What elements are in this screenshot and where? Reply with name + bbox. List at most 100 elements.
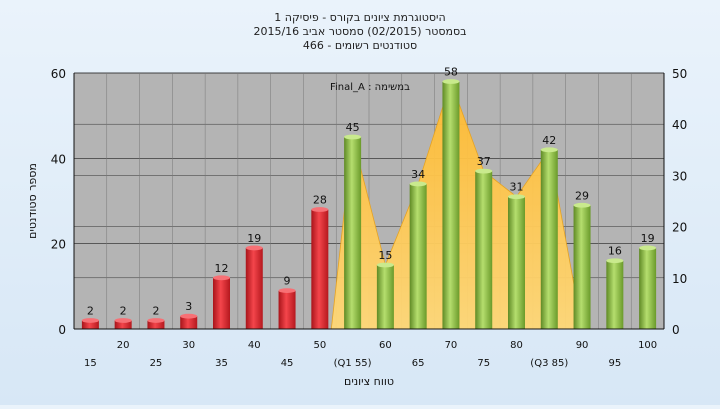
bar-12 <box>475 168 493 329</box>
bar-value-label: 45 <box>346 121 360 134</box>
bar-value-label: 58 <box>444 66 458 79</box>
bar-body <box>147 320 165 329</box>
x-tick-label: 50 <box>313 340 326 351</box>
x-tick-label: 30 <box>182 340 195 351</box>
bar-17 <box>639 245 657 329</box>
bar-body <box>409 183 427 329</box>
bar-value-label: 19 <box>641 232 655 245</box>
bar-top <box>180 313 198 319</box>
y2-tick-label: 20 <box>672 221 687 235</box>
y-tick-label: 40 <box>51 152 66 166</box>
bar-body <box>311 209 329 329</box>
y-tick-label: 0 <box>58 323 66 337</box>
x-tick-label: 80 <box>510 340 523 351</box>
bar-top <box>442 79 460 84</box>
y2-tick-label: 30 <box>672 169 687 183</box>
x-tick-label: 65 <box>412 358 425 369</box>
bar-value-label: 2 <box>120 304 127 317</box>
bar-body <box>278 290 296 329</box>
x-tick-label: 35 <box>215 358 228 369</box>
data-labels: 2 2 2 3 12 19 9 28 45 15 34 58 37 31 42 29 16 19 <box>87 66 655 318</box>
bar-value-label: 12 <box>215 262 229 275</box>
bar-3 <box>180 313 198 329</box>
bar-value-label: 9 <box>284 275 291 288</box>
bar-6 <box>278 288 296 329</box>
bar-value-label: 28 <box>313 194 327 207</box>
axes: 0 20 40 60 0 10 20 30 40 50 15 20 25 30 35 40 45 50 (Q1 55… <box>51 67 688 369</box>
x-tick-label: 15 <box>84 358 97 369</box>
bar-value-label: 2 <box>87 304 94 317</box>
x-tick-label: 45 <box>281 358 294 369</box>
x-tick-label: 95 <box>608 358 621 369</box>
bar-value-label: 19 <box>247 232 261 245</box>
bar-body <box>639 247 657 329</box>
bar-top <box>573 202 591 208</box>
x-tick-label: 20 <box>117 340 130 351</box>
bar-body <box>540 149 558 329</box>
y2-tick-label: 10 <box>672 272 687 286</box>
annotation: Final_A : במשימה <box>330 82 410 93</box>
bar-top <box>278 288 296 293</box>
x-tick-label: (Q3 85) <box>530 358 568 369</box>
bar-13 <box>508 194 525 329</box>
bar-body <box>573 205 591 329</box>
bar-11 <box>442 79 460 330</box>
bar-4 <box>213 275 230 329</box>
bar-0 <box>81 318 99 329</box>
bar-1 <box>114 318 132 329</box>
bar-8 <box>344 134 362 329</box>
y2-tick-label: 50 <box>672 67 687 81</box>
bar-value-label: 31 <box>510 181 524 194</box>
y-axis-label: מספר סטודנטים <box>26 163 39 239</box>
bar-top <box>311 207 329 212</box>
bar-body <box>376 265 394 329</box>
bar-value-label: 3 <box>185 300 192 313</box>
x-tick-label: 70 <box>445 340 458 351</box>
bar-top <box>376 262 394 268</box>
chart-title: היסטוגרמת ציונים בקורס - פיסיקה 1 בסמסטר… <box>253 11 466 52</box>
x-tick-label: 75 <box>477 358 490 369</box>
bar-value-label: 16 <box>608 245 622 258</box>
y-tick-label: 60 <box>51 67 66 81</box>
y2-tick-label: 0 <box>672 323 680 337</box>
y-tick-label: 20 <box>51 238 66 252</box>
bar-top <box>409 181 427 187</box>
x-tick-label: 90 <box>576 340 589 351</box>
bar-value-label: 15 <box>378 249 392 262</box>
bar-body <box>180 316 198 329</box>
bar-body <box>475 171 493 329</box>
bar-15 <box>573 202 591 329</box>
bar-top <box>540 147 558 153</box>
bar-top <box>639 245 657 251</box>
bar-body <box>114 320 132 329</box>
bar-top <box>245 245 263 251</box>
bar-body <box>81 320 99 329</box>
bar-value-label: 2 <box>152 304 159 317</box>
bar-top <box>606 258 624 264</box>
bar-2 <box>147 318 165 329</box>
y2-tick-label: 40 <box>672 118 687 132</box>
x-tick-label: 60 <box>379 340 392 351</box>
bar-top <box>114 318 132 323</box>
bar-top <box>344 134 362 140</box>
bar-value-label: 29 <box>575 189 589 202</box>
bar-body <box>213 277 230 329</box>
bar-body <box>245 247 263 329</box>
bar-top <box>213 275 230 281</box>
bar-value-label: 37 <box>477 155 491 168</box>
bar-body <box>508 196 525 329</box>
bar-top <box>475 168 493 174</box>
bar-value-label: 42 <box>542 134 556 147</box>
bars <box>81 79 657 330</box>
title-line-3: סטודנטים רשומים - 466 <box>303 39 417 52</box>
x-tick-label: 100 <box>638 340 657 351</box>
x-tick-label: (Q1 55) <box>334 358 372 369</box>
bar-top <box>147 318 165 323</box>
bar-body <box>606 260 624 329</box>
title-line-1: היסטוגרמת ציונים בקורס - פיסיקה 1 <box>274 11 445 24</box>
bar-16 <box>606 258 624 329</box>
x-tick-label: 25 <box>150 358 163 369</box>
bar-value-label: 34 <box>411 168 425 181</box>
